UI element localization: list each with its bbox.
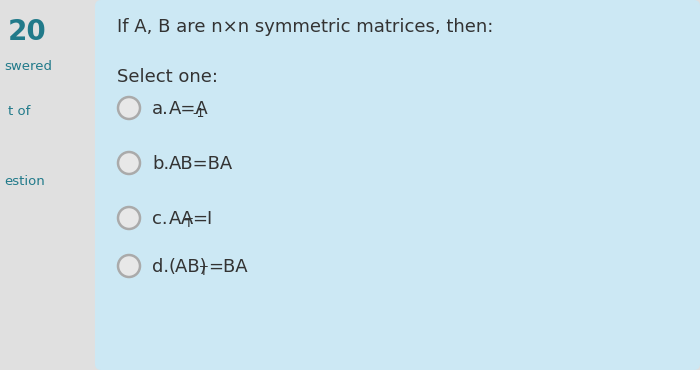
Text: a.: a. (152, 100, 169, 118)
FancyBboxPatch shape (95, 0, 700, 370)
Text: T: T (200, 265, 208, 278)
Circle shape (118, 152, 140, 174)
Text: -1: -1 (193, 107, 205, 120)
Text: c.: c. (152, 210, 167, 228)
Text: =I: =I (192, 210, 212, 228)
Text: 20: 20 (8, 18, 47, 46)
Text: T: T (185, 217, 193, 230)
Text: estion: estion (4, 175, 45, 188)
Text: AB=BA: AB=BA (169, 155, 233, 173)
Text: b.: b. (152, 155, 169, 173)
FancyBboxPatch shape (0, 0, 95, 370)
Text: =BA: =BA (208, 258, 247, 276)
Circle shape (118, 97, 140, 119)
Text: t of: t of (8, 105, 30, 118)
Text: Select one:: Select one: (117, 68, 218, 86)
Text: AA: AA (169, 210, 195, 228)
Text: If A, B are n×n symmetric matrices, then:: If A, B are n×n symmetric matrices, then… (117, 18, 494, 36)
Text: (AB): (AB) (169, 258, 208, 276)
Text: swered: swered (4, 60, 52, 73)
Circle shape (118, 255, 140, 277)
Text: d.: d. (152, 258, 169, 276)
Circle shape (118, 207, 140, 229)
Text: A=A: A=A (169, 100, 209, 118)
